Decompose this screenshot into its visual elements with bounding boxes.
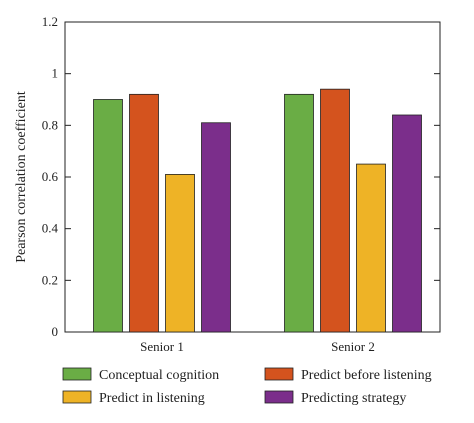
y-axis: 0 0.2 0.4 0.6 0.8 1 1.2 xyxy=(42,14,440,339)
y-tick-label: 0.6 xyxy=(42,169,59,184)
legend-label: Predict in listening xyxy=(99,391,205,406)
bar-senior-2-predicting-strategy xyxy=(392,114,422,333)
bar-senior-1-conceptual-cognition xyxy=(93,99,123,333)
bar-senior-2-conceptual-cognition xyxy=(284,93,314,333)
y-tick-label: 0 xyxy=(52,324,59,339)
legend-swatch xyxy=(264,367,294,381)
legend-label: Predicting strategy xyxy=(301,391,406,406)
bars xyxy=(93,88,422,333)
bar-senior-2-predict-in-listening xyxy=(356,163,386,333)
legend: Conceptual cognition Predict before liste… xyxy=(62,367,432,406)
bar-senior-2-predict-before-listening xyxy=(320,88,350,333)
x-tick-label: Senior 1 xyxy=(140,339,184,354)
y-tick-label: 0.2 xyxy=(42,272,58,287)
y-tick-label: 1 xyxy=(52,66,59,81)
bar-senior-1-predict-in-listening xyxy=(165,174,195,333)
legend-label: Conceptual cognition xyxy=(99,368,219,383)
y-tick-label: 0.4 xyxy=(42,221,59,236)
bar-senior-1-predict-before-listening xyxy=(129,93,159,333)
y-tick-label: 1.2 xyxy=(42,14,58,29)
legend-swatch xyxy=(62,390,92,404)
y-tick-label: 0.8 xyxy=(42,117,58,132)
legend-swatch xyxy=(264,390,294,404)
x-tick-label: Senior 2 xyxy=(331,339,375,354)
bar-senior-1-predicting-strategy xyxy=(201,122,231,333)
legend-label: Predict before listening xyxy=(301,368,432,383)
x-axis: Senior 1 Senior 2 xyxy=(140,339,375,354)
legend-swatch xyxy=(62,367,92,381)
y-axis-title: Pearson correlation coefficient xyxy=(14,91,29,263)
